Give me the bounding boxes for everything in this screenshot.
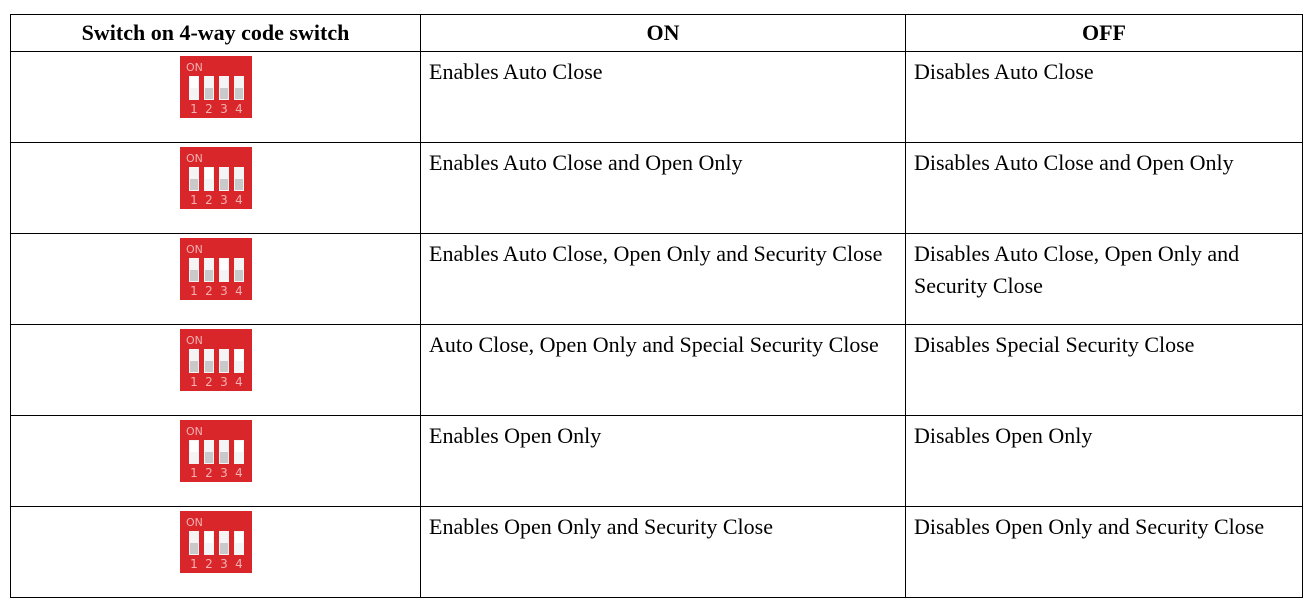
switch-on-label: ON [186,61,203,74]
dip-switch: ON 1 2 3 4 [179,147,252,209]
header-cell: OFF [905,14,1303,52]
lever-knob [234,88,243,99]
table-row: ON 1 2 3 4 Enables Auto Close Disables Auto Cl… [10,51,1303,143]
off-cell: Disables Auto Close, Open Only and Secur… [905,233,1303,325]
switch-table: Switch on 4-way code switch ON OFF ON 1 2 3 4 E… [10,14,1303,598]
lever-knob [219,452,228,463]
table-row: ON 1 2 3 4 Enables Open Only and Security Clo… [10,506,1303,598]
switch-cell: ON 1 2 3 4 [10,233,421,325]
switch-cell: ON 1 2 3 4 [10,415,421,507]
lever-knob [204,361,213,372]
table-row: ON 1 2 3 4 Enables Open Only Disables Open Onl… [10,415,1303,507]
switch-number: 3 [220,557,228,571]
header-row: Switch on 4-way code switch ON OFF [10,14,1303,52]
on-cell: Enables Auto Close [420,51,906,143]
dip-switch: ON 1 2 3 4 [179,56,252,118]
lever-knob [234,441,243,452]
lever-knob [219,179,228,190]
lever-knob [234,350,243,361]
dip-switch: ON 1 2 3 4 [179,238,252,300]
switch-cell: ON 1 2 3 4 [10,51,421,143]
switch-cell: ON 1 2 3 4 [10,506,421,598]
switch-number: 1 [190,193,198,207]
dip-switch: ON 1 2 3 4 [179,511,252,573]
switch-number: 1 [190,466,198,480]
lever-knob [219,543,228,554]
lever-knob [189,270,198,281]
switch-number: 2 [205,102,213,116]
switch-number: 2 [205,557,213,571]
table-row: ON 1 2 3 4 Enables Auto Close, Open Only and … [10,233,1303,325]
lever-knob [234,532,243,543]
lever-knob [204,88,213,99]
off-cell: Disables Auto Close and Open Only [905,142,1303,234]
switch-number: 4 [235,557,243,571]
off-cell: Disables Open Only [905,415,1303,507]
switch-on-label: ON [186,516,203,529]
lever-knob [189,361,198,372]
table-body: ON 1 2 3 4 Enables Auto Close Disables Auto Cl… [10,51,1303,598]
header-cell: Switch on 4-way code switch [10,14,421,52]
off-cell: Disables Auto Close [905,51,1303,143]
switch-number: 4 [235,466,243,480]
switch-number: 3 [220,193,228,207]
on-cell: Auto Close, Open Only and Special Securi… [420,324,906,416]
switch-number: 4 [235,193,243,207]
lever-knob [204,532,213,543]
lever-knob [204,270,213,281]
switch-number: 3 [220,466,228,480]
off-cell: Disables Open Only and Security Close [905,506,1303,598]
switch-number: 1 [190,102,198,116]
lever-knob [234,179,243,190]
lever-knob [189,441,198,452]
on-cell: Enables Auto Close, Open Only and Securi… [420,233,906,325]
switch-on-label: ON [186,334,203,347]
switch-number: 1 [190,375,198,389]
switch-number: 3 [220,375,228,389]
switch-number: 4 [235,375,243,389]
on-cell: Enables Open Only [420,415,906,507]
table-row: ON 1 2 3 4 Enables Auto Close and Open Only Di… [10,142,1303,234]
lever-knob [189,77,198,88]
switch-cell: ON 1 2 3 4 [10,324,421,416]
lever-knob [204,168,213,179]
switch-number: 2 [205,284,213,298]
switch-on-label: ON [186,425,203,438]
on-cell: Enables Open Only and Security Close [420,506,906,598]
lever-knob [234,270,243,281]
switch-number: 4 [235,102,243,116]
dip-switch: ON 1 2 3 4 [179,420,252,482]
switch-on-label: ON [186,243,203,256]
lever-knob [219,361,228,372]
switch-number: 2 [205,375,213,389]
lever-knob [204,452,213,463]
switch-number: 3 [220,102,228,116]
switch-number: 2 [205,466,213,480]
on-cell: Enables Auto Close and Open Only [420,142,906,234]
switch-number: 1 [190,557,198,571]
lever-knob [219,88,228,99]
lever-knob [189,543,198,554]
lever-knob [219,259,228,270]
switch-cell: ON 1 2 3 4 [10,142,421,234]
table-row: ON 1 2 3 4 Auto Close, Open Only and Special … [10,324,1303,416]
switch-on-label: ON [186,152,203,165]
switch-number: 2 [205,193,213,207]
lever-knob [189,179,198,190]
header-cell: ON [420,14,906,52]
off-cell: Disables Special Security Close [905,324,1303,416]
dip-switch: ON 1 2 3 4 [179,329,252,391]
switch-number: 3 [220,284,228,298]
switch-number: 4 [235,284,243,298]
switch-number: 1 [190,284,198,298]
